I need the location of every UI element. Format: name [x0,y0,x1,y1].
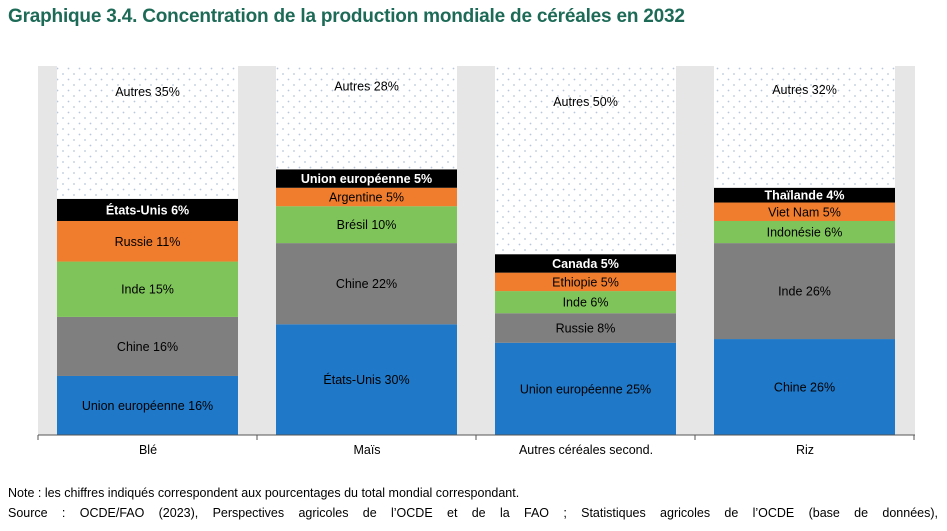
segment-label: Autres 50% [553,95,618,109]
source-text: OCDE/FAO (2023), Perspectives agricoles … [79,506,938,520]
stacked-bar-chart: Union européenne 16% Chine 16% Inde 15% Rus… [37,66,915,457]
category-label: Blé [139,443,157,457]
chart-source: Source : OCDE/FAO (2023), Perspectives a… [8,506,938,520]
segment-label: Indonésie 6% [767,226,843,240]
bar-segment [57,198,238,221]
bar-segment [57,220,238,262]
segment-label: Chine 22% [336,277,397,291]
segment-label: États-Unis 6% [106,202,189,217]
segment-label: Autres 32% [772,83,837,97]
segment-label: États-Unis 30% [323,372,409,387]
bar-segment [495,66,676,255]
segment-label: Ethiopie 5% [552,275,619,289]
bar-segment [276,187,457,207]
bar-segment [714,220,895,244]
bar-segment [276,66,457,170]
category-label: Maïs [353,443,380,457]
x-axis [37,434,915,440]
bar-segment [276,206,457,244]
segment-label: Chine 16% [117,340,178,354]
chart-title: Graphique 3.4. Concentration de la produ… [8,6,685,27]
segment-label: Autres 35% [115,85,180,99]
bar-segment [714,243,895,340]
category-label: Autres céréales second. [519,443,653,457]
bar-segment [495,342,676,435]
source-label: Source : [8,506,66,520]
category-labels: Blé Maïs Autres céréales second. Riz [139,443,814,457]
segment-label: Argentine 5% [329,190,404,204]
bar-segment [714,202,895,221]
segment-labels: Union européenne 16% Chine 16% Inde 15% Rus… [82,80,845,413]
bar-segment [714,66,895,188]
segment-label: Thaïlande 4% [765,189,845,203]
category-label: Riz [796,443,814,457]
bar-segment [276,169,457,188]
bar-segment [495,254,676,273]
segment-label: Russie 8% [556,321,616,335]
bar-segment [276,243,457,325]
bar-segment [57,261,238,317]
bar-segment [495,313,676,343]
segment-label: Chine 26% [774,381,835,395]
bar-segments [57,66,895,435]
bar-segment [276,324,457,435]
bar-segment [57,316,238,376]
segment-label: Inde 15% [121,283,174,297]
segment-label: Union européenne 25% [520,382,651,396]
segment-label: Union européenne 5% [301,172,432,186]
segment-label: Union européenne 16% [82,399,213,413]
chart-note: Note : les chiffres indiqués corresponde… [8,486,520,500]
bar-segment [495,291,676,314]
segment-label: Inde 6% [563,296,609,310]
bar-segment [495,272,676,292]
segment-label: Viet Nam 5% [768,205,841,219]
segment-label: Canada 5% [552,257,619,271]
bar-segment [714,187,895,203]
segment-label: Inde 26% [778,285,831,299]
segment-label: Russie 11% [115,235,181,249]
segment-label: Brésil 10% [337,218,397,232]
segment-label: Autres 28% [334,80,399,94]
bar-segment [57,375,238,435]
bar-segment [57,66,238,199]
bar-segment [714,339,895,435]
